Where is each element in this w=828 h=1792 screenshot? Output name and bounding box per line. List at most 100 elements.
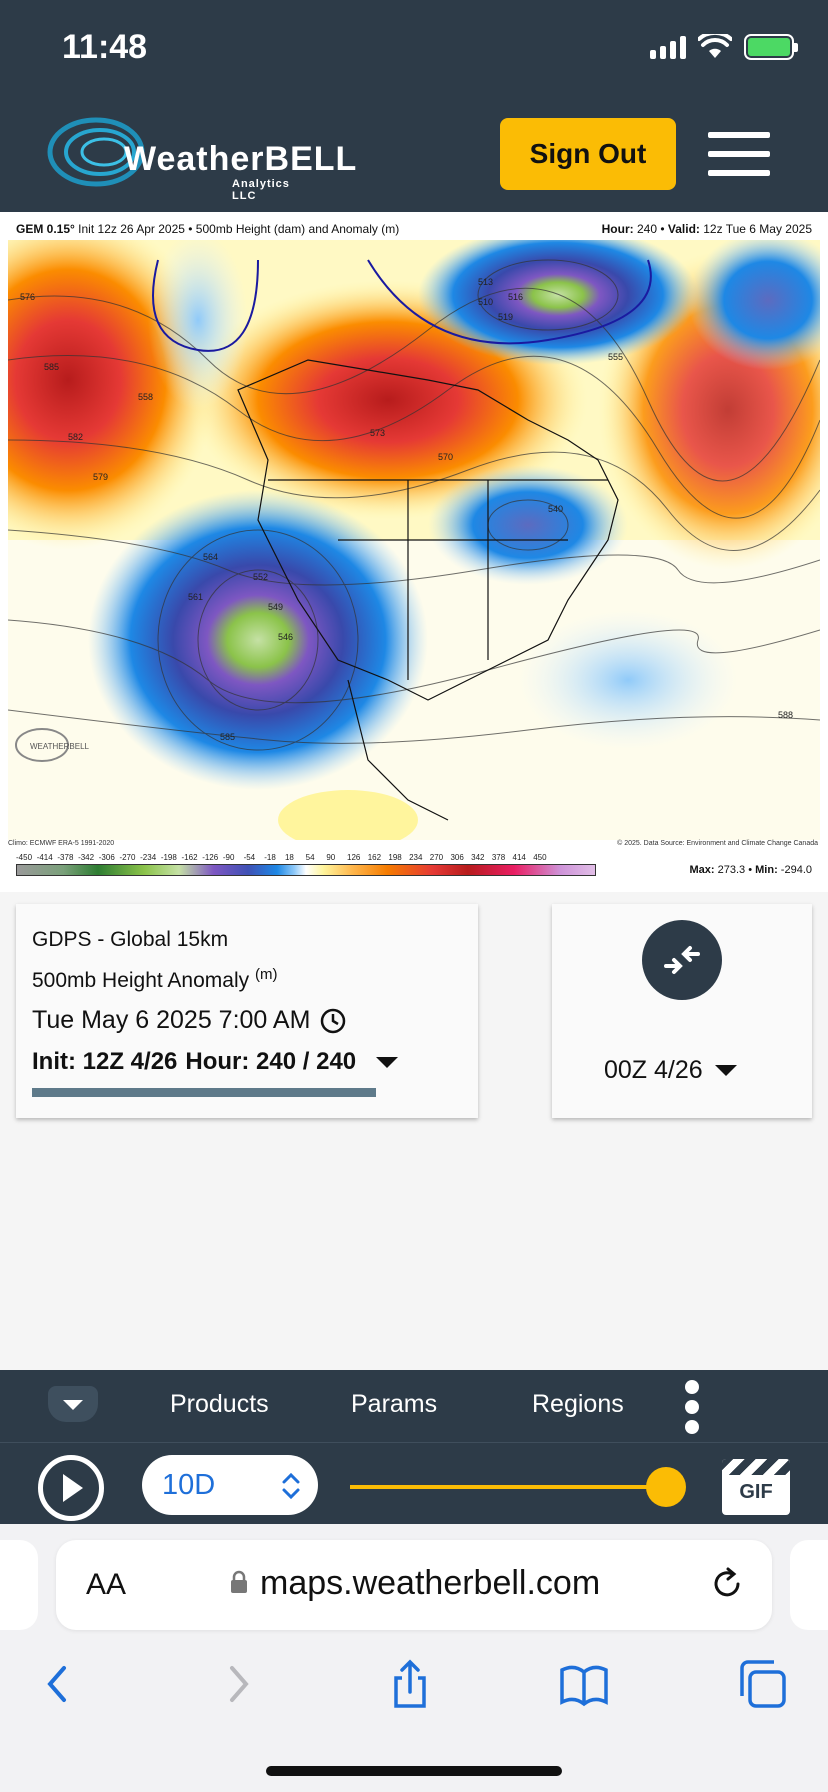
scale-tick-label: -198 xyxy=(160,853,177,862)
max-label: Max: xyxy=(689,864,715,876)
forecast-hour-slider-thumb[interactable] xyxy=(646,1467,686,1507)
menu-icon[interactable] xyxy=(708,132,770,176)
status-icons xyxy=(650,34,798,60)
svg-text:WEATHERBELL: WEATHERBELL xyxy=(30,742,90,751)
scale-tick-label: -450 xyxy=(16,853,33,862)
reload-icon[interactable] xyxy=(708,1564,748,1604)
scale-tick-label: 234 xyxy=(409,853,423,862)
scale-tick-label: 270 xyxy=(429,853,444,862)
forward-icon[interactable] xyxy=(206,1654,266,1714)
gif-label: GIF xyxy=(739,1481,773,1503)
valid-datetime-text: Tue May 6 2025 7:00 AM xyxy=(32,1006,311,1034)
contour-label: 516 xyxy=(508,292,523,302)
scale-color-bar xyxy=(16,864,596,876)
max-min-readout: Max: 273.3 • Min: -294.0 xyxy=(689,864,813,876)
next-tab-preview[interactable] xyxy=(790,1540,828,1630)
scale-tick-label: 90 xyxy=(326,853,336,862)
bookmarks-icon[interactable] xyxy=(554,1654,614,1714)
lock-icon xyxy=(231,1570,247,1593)
scale-tick-label: 54 xyxy=(305,853,315,862)
back-icon[interactable] xyxy=(30,1654,90,1714)
compare-arrows-icon xyxy=(664,946,700,974)
brand-subtitle: Analytics LLC xyxy=(232,178,290,202)
battery-charging-icon xyxy=(744,34,798,60)
init-text: Init: 12Z 4/26 xyxy=(32,1048,178,1075)
url-text: maps.weatherbell.com xyxy=(260,1564,601,1602)
clock-icon xyxy=(321,1008,346,1033)
brand-name: WeatherBELL xyxy=(124,140,358,178)
map-valid-value: 12z Tue 6 May 2025 xyxy=(703,222,812,236)
scale-tick-label: 414 xyxy=(512,853,526,862)
hour-text: Hour: 240 / 240 xyxy=(185,1048,357,1075)
previous-tab-preview[interactable] xyxy=(0,1540,38,1630)
contour-label: 549 xyxy=(268,602,283,612)
contour-label: 585 xyxy=(220,732,235,742)
contour-label: 561 xyxy=(188,592,203,602)
contour-label: 513 xyxy=(478,277,493,287)
chevron-down-icon xyxy=(376,1056,399,1068)
map-product-text: 500mb Height (dam) and Anomaly (m) xyxy=(195,222,400,236)
forecast-progress-bar xyxy=(32,1088,376,1097)
time-range-select[interactable]: 10D xyxy=(142,1455,318,1515)
scale-tick-label: -54 xyxy=(243,853,256,862)
map-valid-label: Valid: xyxy=(667,222,700,236)
scale-tick-label: -234 xyxy=(140,853,157,862)
tab-params[interactable]: Params xyxy=(351,1390,438,1418)
compare-button[interactable] xyxy=(642,920,722,1000)
tab-products[interactable]: Products xyxy=(170,1390,269,1418)
reader-aa-button[interactable]: AA xyxy=(86,1568,127,1601)
contour-label: 510 xyxy=(478,297,493,307)
tabs-icon[interactable] xyxy=(732,1654,792,1714)
parameter-unit: (m) xyxy=(254,966,278,983)
scale-tick-label: -162 xyxy=(181,853,198,862)
climo-note: Climo: ECMWF ERA-5 1991-2020 xyxy=(8,840,115,847)
scale-tick-label: -306 xyxy=(98,853,115,862)
forecast-info-card: GDPS - Global 15km 500mb Height Anomaly … xyxy=(16,904,478,1118)
map-init-text: Init 12z 26 Apr 2025 xyxy=(78,222,185,236)
min-label: Min: xyxy=(755,864,778,876)
contour-label: 564 xyxy=(203,552,218,562)
scale-tick-label: -378 xyxy=(57,853,74,862)
gif-button[interactable]: GIF xyxy=(722,1459,790,1515)
play-icon xyxy=(63,1474,83,1502)
contour-label: 552 xyxy=(253,572,268,582)
animation-toolbar: 10D GIF xyxy=(0,1442,828,1524)
contour-label: 546 xyxy=(278,632,293,642)
contour-label: 585 xyxy=(44,362,59,372)
browser-nav-bar xyxy=(0,1654,828,1734)
contour-label: 579 xyxy=(93,472,108,482)
gif-clapper-icon xyxy=(722,1459,790,1475)
scale-tick-label: -126 xyxy=(202,853,219,862)
comparison-run-selector[interactable]: 00Z 4/26 xyxy=(604,1056,737,1085)
map-hour-label: Hour: xyxy=(601,222,634,236)
contour-label: 588 xyxy=(778,710,793,720)
contour-label: 576 xyxy=(20,292,35,302)
model-name: GDPS - Global 15km xyxy=(32,928,229,951)
init-hour-selector[interactable]: Init: 12Z 4/26 Hour: 240 / 240 xyxy=(32,1048,399,1076)
map-hour-value: 240 xyxy=(636,222,658,236)
tab-regions[interactable]: Regions xyxy=(532,1390,624,1418)
wifi-icon xyxy=(698,34,732,58)
browser-chrome: AA maps.weatherbell.com xyxy=(0,1524,828,1792)
contour-label: 519 xyxy=(498,312,513,322)
comparison-run-label: 00Z 4/26 xyxy=(604,1056,703,1084)
contour-label: 540 xyxy=(548,504,563,514)
forecast-hour-slider-track[interactable] xyxy=(350,1485,670,1489)
more-options-icon[interactable] xyxy=(684,1380,700,1434)
updown-chevron-icon xyxy=(282,1472,300,1500)
sign-out-button[interactable]: Sign Out xyxy=(500,118,676,190)
play-button[interactable] xyxy=(38,1455,104,1521)
collapse-toggle[interactable] xyxy=(48,1386,98,1422)
nav-toolbar: Products Params Regions xyxy=(0,1370,828,1442)
time-range-value: 10D xyxy=(162,1469,216,1501)
share-icon[interactable] xyxy=(380,1654,440,1714)
weather-map[interactable]: 585 582 579 576 573 570 564 561 558 555 … xyxy=(8,240,820,840)
address-bar[interactable]: AA maps.weatherbell.com xyxy=(56,1540,772,1630)
map-header: GEM 0.15° Init 12z 26 Apr 2025 • 500mb H… xyxy=(16,222,812,236)
contour-label: 570 xyxy=(438,452,453,462)
scale-tick-labels: -450 -414 -378 -342 -306 -270 -234 -198 -162 -126… xyxy=(16,853,596,862)
contour-label: 558 xyxy=(138,392,153,402)
scale-tick-label: 306 xyxy=(450,853,464,862)
scale-tick-label: 378 xyxy=(491,853,506,862)
weatherbell-logo[interactable]: WeatherBELL Analytics LLC xyxy=(46,108,356,202)
